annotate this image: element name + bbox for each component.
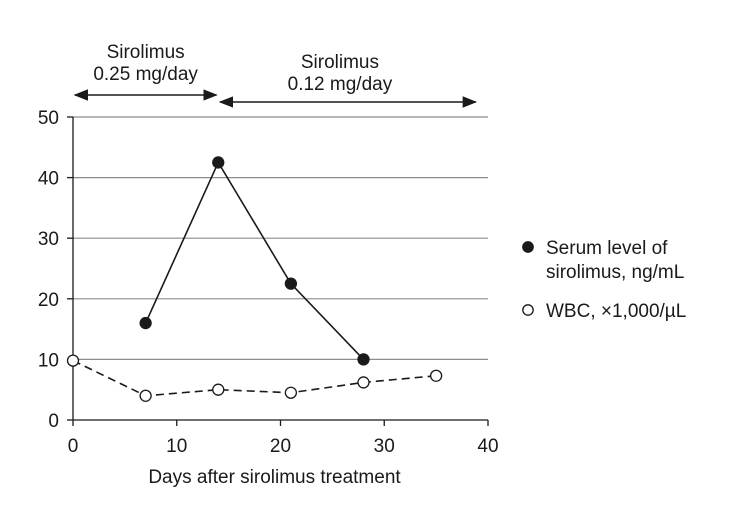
y-tick-label-20: 20: [38, 290, 59, 311]
x-tick-label-40: 40: [477, 436, 498, 457]
series-line-2: [72, 359, 437, 397]
legend: Serum level of sirolimus, ng/mL WBC, ×1,00…: [522, 238, 686, 322]
series-2-point-5: [357, 376, 370, 389]
y-tick-label-0: 0: [48, 411, 59, 432]
series-line-1: [144, 160, 365, 360]
legend-marker-1: [522, 241, 534, 253]
series-2-point-4: [284, 386, 298, 399]
series-1-point-2: [212, 156, 225, 169]
dose-annotation-2-line-2: 0.12 mg/day: [288, 74, 393, 95]
series-2-point-1: [66, 354, 80, 367]
x-tick-label-30: 30: [374, 436, 395, 457]
legend-label-1-line-2: sirolimus, ng/mL: [546, 262, 684, 283]
y-tick-label-30: 30: [38, 229, 59, 250]
axes: [72, 117, 488, 421]
legend-label-2-line-1: WBC, ×1,000/µL: [546, 301, 686, 322]
y-tick-label-10: 10: [38, 350, 59, 371]
x-axis-label: Days after sirolimus treatment: [148, 467, 401, 488]
x-tick-labels: 0 10 20 30 40: [68, 420, 499, 457]
y-tick-label-50: 50: [38, 108, 59, 129]
series-2-point-3: [212, 383, 225, 396]
dose-annotation-2-line-1: Sirolimus: [301, 52, 379, 73]
x-tick-label-20: 20: [270, 436, 291, 457]
x-tick-label-10: 10: [166, 436, 187, 457]
series-1-point-4: [357, 353, 370, 366]
series-2-point-2: [139, 389, 152, 402]
gridlines: [73, 116, 488, 360]
dose-annotation-1-line-2: 0.25 mg/day: [93, 64, 198, 85]
dose-annotation-1-line-1: Sirolimus: [107, 42, 185, 63]
series-2-point-6: [429, 369, 443, 382]
series-1-point-3: [284, 277, 298, 290]
legend-label-1-line-1: Serum level of: [546, 238, 668, 259]
legend-marker-2: [522, 304, 534, 316]
data-series: [66, 156, 443, 402]
y-tick-labels: 0 10 20 30 40 50: [38, 108, 73, 432]
y-tick-label-40: 40: [38, 169, 59, 190]
x-tick-label-0: 0: [68, 436, 79, 457]
series-1-point-1: [139, 316, 152, 330]
